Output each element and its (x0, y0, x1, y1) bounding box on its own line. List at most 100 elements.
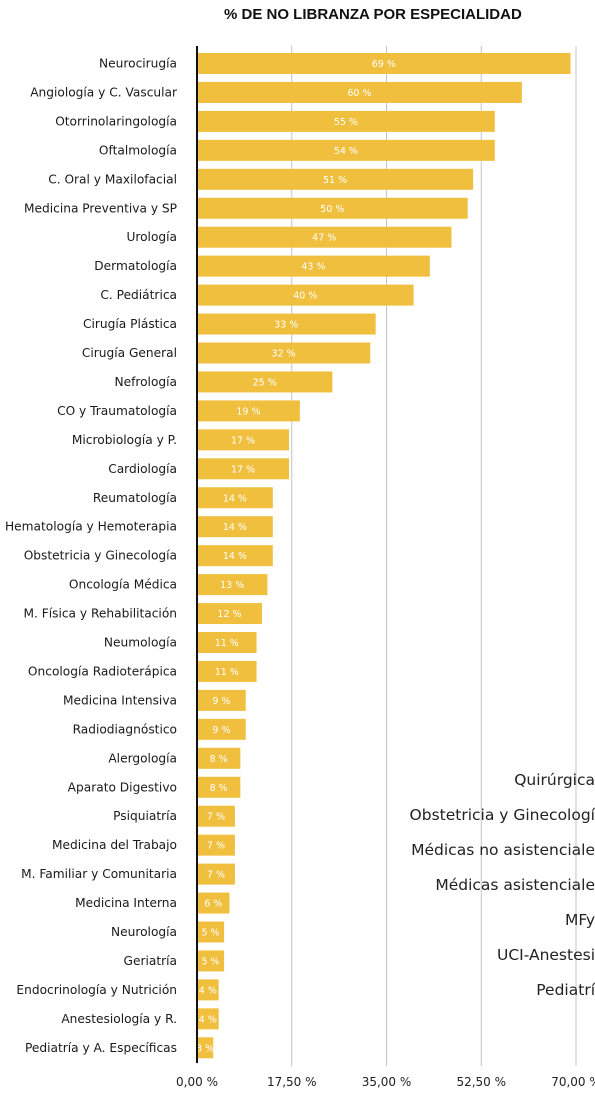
category-label: CO y Traumatología (57, 404, 177, 418)
value-label: 55 % (334, 117, 358, 128)
bar (197, 284, 414, 306)
category-label: Anestesiología y R. (61, 1012, 177, 1026)
category-label: Cirugía General (82, 346, 177, 360)
legend-entry: Obstetricia y Ginecologí (409, 806, 595, 824)
category-label: Aparato Digestivo (68, 780, 177, 794)
bar (197, 53, 571, 74)
category-label: Urología (126, 230, 177, 244)
value-label: 32 % (272, 349, 296, 360)
value-label: 9 % (212, 696, 230, 707)
legend-entry: Médicas asistenciale (435, 876, 595, 894)
value-label: 25 % (253, 377, 277, 388)
category-label: M. Familiar y Comunitaria (21, 867, 177, 881)
bar (197, 313, 376, 335)
chart-title: % DE NO LIBRANZA POR ESPECIALIDAD (224, 6, 522, 23)
value-label: 3 % (196, 1043, 214, 1054)
value-label: 6 % (204, 899, 222, 910)
legend-entry: MFy (564, 911, 595, 929)
category-label: Alergología (108, 751, 177, 765)
category-label: M. Física y Rehabilitación (23, 607, 177, 621)
category-label: Cirugía Plástica (83, 317, 177, 331)
value-label: 11 % (215, 638, 239, 649)
value-label: 12 % (217, 609, 241, 620)
bar (197, 197, 468, 219)
category-label: Geriatría (124, 954, 177, 968)
value-label: 47 % (312, 233, 336, 244)
category-label: Microbiología y P. (72, 433, 177, 447)
value-label: 33 % (274, 320, 298, 331)
bar (197, 747, 241, 769)
bar (197, 255, 430, 277)
category-label: Neurocirugía (99, 57, 177, 71)
value-label: 5 % (201, 928, 219, 939)
bar (197, 921, 225, 943)
bar (197, 979, 219, 1001)
value-label: 5 % (201, 956, 219, 967)
category-label: Radiodiagnóstico (73, 722, 177, 736)
value-label: 14 % (223, 522, 247, 533)
legend-entry: Quirúrgica (514, 771, 595, 789)
value-label: 8 % (210, 783, 228, 794)
bar (197, 805, 235, 827)
bar (197, 516, 273, 538)
value-label: 17 % (231, 464, 255, 475)
value-label: 19 % (236, 406, 260, 417)
value-label: 17 % (231, 435, 255, 446)
category-label: Obstetricia y Ginecología (24, 549, 177, 563)
value-label: 7 % (207, 870, 225, 881)
category-label: Medicina Interna (75, 896, 177, 910)
category-label: Endocrinología y Nutrición (16, 983, 177, 997)
bar (197, 81, 522, 103)
bar (197, 342, 371, 364)
category-label: Pediatría y A. Específicas (25, 1041, 177, 1055)
value-label: 11 % (215, 667, 239, 678)
category-label: Hematología y Hemoterapia (5, 520, 177, 534)
value-label: 4 % (199, 1014, 217, 1025)
bar (197, 863, 235, 885)
category-label: Nefrología (114, 375, 177, 389)
value-label: 54 % (334, 146, 358, 157)
bar (197, 226, 452, 248)
value-label: 69 % (372, 59, 396, 70)
category-label: Medicina Intensiva (63, 693, 177, 707)
legend: Quirúrgica Obstetricia y Ginecologí Médica… (380, 766, 595, 1011)
category-labels: Neurocirugía Angiología y C. Vascular Otor… (5, 57, 178, 1055)
value-label: 51 % (323, 175, 347, 186)
x-tick-label: 70,00 % (551, 1075, 595, 1089)
bar (197, 110, 495, 132)
value-label: 14 % (223, 493, 247, 504)
category-label: Reumatología (93, 491, 177, 505)
x-tick-label: 35,00 % (362, 1075, 412, 1089)
bar (197, 371, 333, 393)
bar (197, 950, 225, 972)
legend-entry: UCI-Anestesi (496, 946, 595, 964)
bar (197, 545, 273, 567)
x-tick-label: 52,50 % (456, 1075, 506, 1089)
bar (197, 834, 235, 856)
category-label: Otorrinolaringología (55, 114, 177, 128)
category-label: C. Oral y Maxilofacial (48, 172, 177, 186)
x-tick-labels: 0,00 % 17,50 % 35,00 % 52,50 % 70,00 % (176, 1075, 595, 1089)
bar (197, 168, 474, 190)
bar (197, 1037, 214, 1059)
bar (197, 892, 230, 914)
value-label: 50 % (320, 204, 344, 215)
bar (197, 400, 300, 422)
value-label: 7 % (207, 812, 225, 823)
category-label: Oncología Radioterápica (28, 664, 177, 678)
bar (197, 1008, 219, 1030)
bar (197, 718, 246, 740)
x-tick-label: 17,50 % (267, 1075, 317, 1089)
category-label: Medicina del Trabajo (52, 838, 177, 852)
bar (197, 776, 241, 798)
category-label: Angiología y C. Vascular (30, 85, 178, 99)
value-labels: 69 % 60 % 55 % 54 % 51 % 50 % 47 % 43 % 40 % 33 %… (196, 59, 396, 1054)
category-label: C. Pediátrica (100, 288, 177, 302)
category-label: Oftalmología (99, 143, 177, 157)
bar (197, 689, 246, 711)
legend-entry: Pediatrí (536, 981, 595, 999)
category-label: Medicina Preventiva y SP (24, 201, 177, 215)
value-label: 60 % (347, 88, 371, 99)
bar (197, 603, 262, 625)
